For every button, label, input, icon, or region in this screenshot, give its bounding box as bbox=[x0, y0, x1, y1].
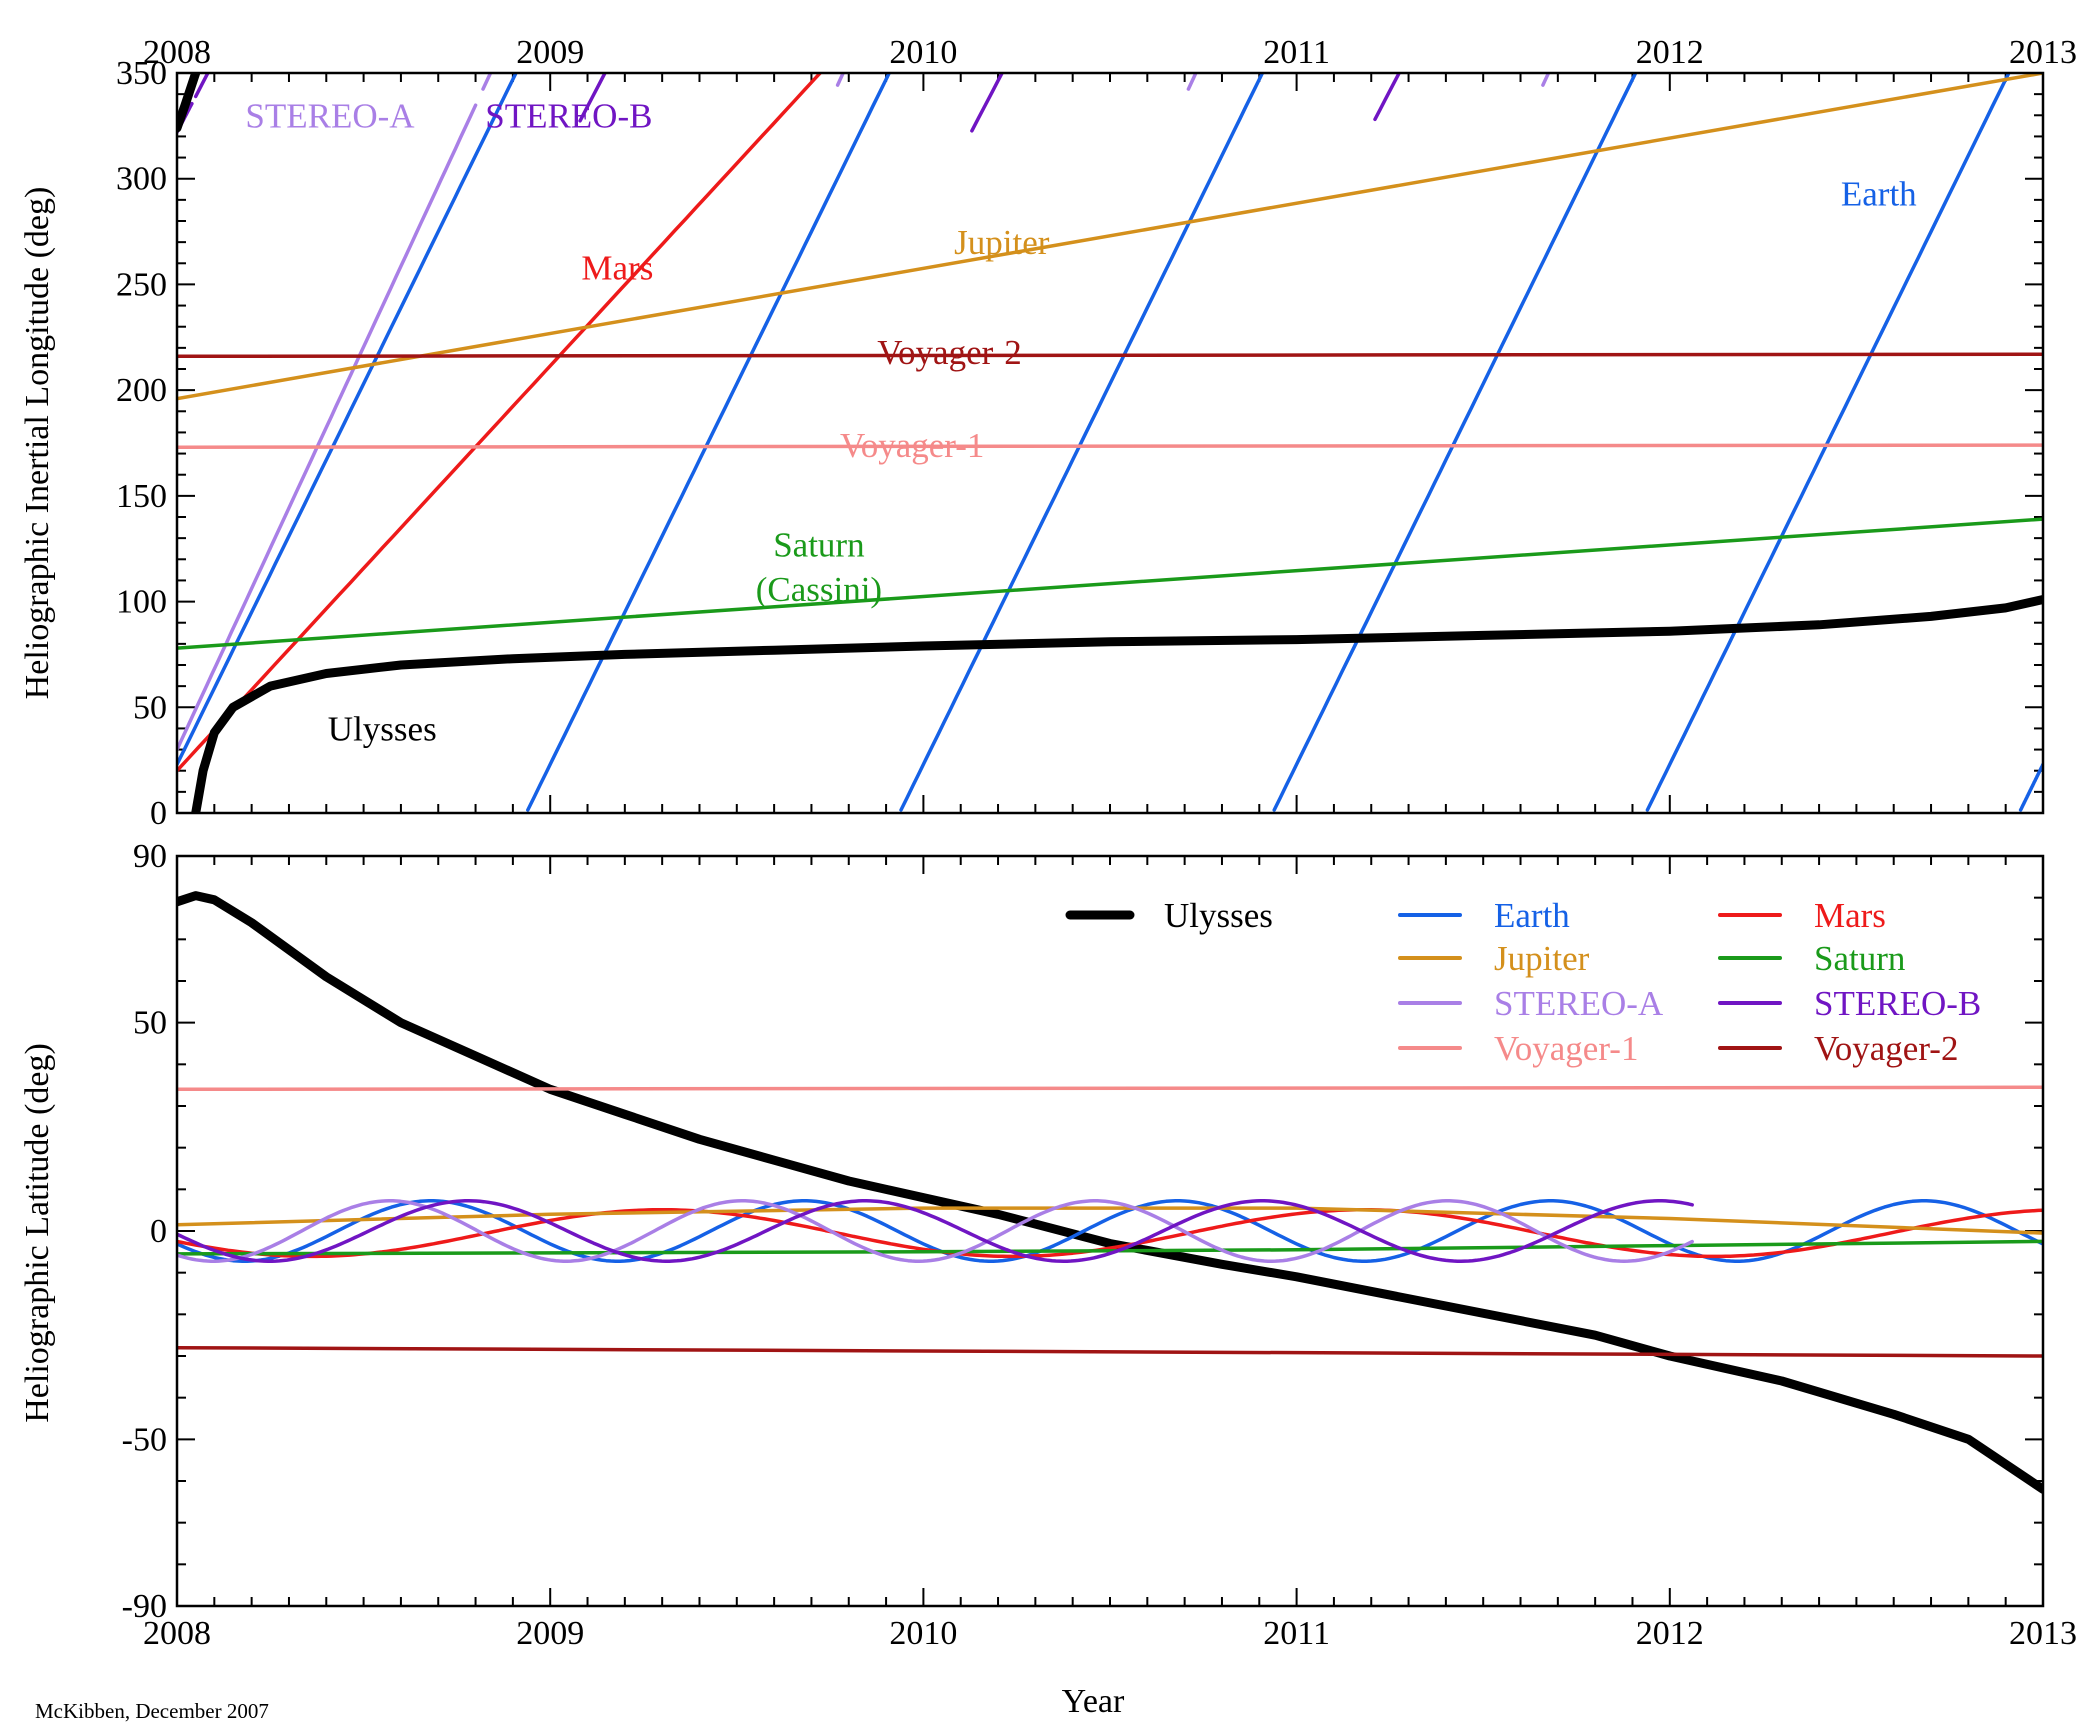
stereo_a-line bbox=[1186, 73, 1198, 91]
earth-line bbox=[1645, 73, 2011, 812]
x-axis-title: Year bbox=[1062, 1683, 1125, 1720]
y-tick-label: -50 bbox=[122, 1421, 167, 1458]
y-tick-label: 350 bbox=[116, 55, 167, 92]
legend-label: Mars bbox=[1814, 896, 1886, 935]
y-tick-label: 300 bbox=[116, 161, 167, 198]
x-tick-label: 2012 bbox=[1636, 1615, 1704, 1652]
y-tick-label: 250 bbox=[116, 266, 167, 303]
earth-line bbox=[526, 73, 892, 812]
jupiter-line bbox=[177, 73, 2043, 401]
y-tick-label: 0 bbox=[150, 1213, 167, 1250]
stereo_a-line bbox=[177, 103, 478, 752]
earth-line bbox=[177, 73, 518, 767]
series-annotation: STEREO-A bbox=[245, 96, 415, 135]
series-annotation: STEREO-B bbox=[485, 96, 652, 135]
longitude-panel: Heliographic Inertial Longitude (deg) 0 5… bbox=[19, 34, 2077, 832]
latitude-panel: Heliographic Latitude (deg) -90 -50 0 50 90 2… bbox=[19, 838, 2077, 1652]
earth-line bbox=[899, 73, 1265, 812]
saturn-line bbox=[177, 517, 2043, 650]
jupiter-line bbox=[177, 1206, 2043, 1235]
ulysses_top-line bbox=[177, 73, 201, 133]
ulysses-line bbox=[191, 595, 2043, 813]
stereo_a-line bbox=[481, 73, 493, 91]
series-annotation: Earth bbox=[1841, 175, 1917, 214]
latitude-axis-title: Heliographic Latitude (deg) bbox=[19, 1043, 56, 1423]
y-tick-label: 200 bbox=[116, 372, 167, 409]
legend-label: Earth bbox=[1494, 896, 1570, 935]
plot-frame bbox=[175, 854, 2045, 1608]
y-tick-label: 0 bbox=[150, 795, 167, 832]
earth-line bbox=[1272, 73, 1638, 812]
stereo_b-line bbox=[970, 73, 1005, 133]
earth-line bbox=[177, 1199, 2043, 1263]
stereo_b-line bbox=[1373, 73, 1402, 122]
earth-line bbox=[2018, 762, 2043, 812]
series-group bbox=[177, 73, 2043, 813]
saturn-line bbox=[177, 1239, 2043, 1256]
mars-line bbox=[177, 1208, 2043, 1259]
legend-label: STEREO-A bbox=[1494, 984, 1664, 1023]
longitude-axis-title: Heliographic Inertial Longitude (deg) bbox=[19, 187, 56, 700]
voyager2-line bbox=[177, 352, 2043, 359]
stereo_b-line bbox=[177, 1199, 1694, 1263]
x-tick-label: 2008 bbox=[143, 1615, 211, 1652]
y-tick-label: 50 bbox=[133, 1005, 167, 1042]
x-tick-label-top: 2012 bbox=[1636, 34, 1704, 71]
x-tick-label-top: 2013 bbox=[2009, 34, 2077, 71]
legend-label: Voyager-1 bbox=[1494, 1029, 1638, 1068]
series-annotation: Voyager-2 bbox=[877, 333, 1021, 372]
mars-line bbox=[177, 73, 823, 773]
x-tick-label: 2009 bbox=[516, 1615, 584, 1652]
series-annotation: Jupiter bbox=[954, 223, 1050, 262]
x-tick-label-top: 2010 bbox=[889, 34, 957, 71]
stereo_b-line bbox=[578, 73, 607, 123]
stereo_b-line bbox=[193, 73, 210, 99]
series-group bbox=[177, 891, 2043, 1494]
series-annotation: (Cassini) bbox=[756, 570, 882, 609]
series-annotation: Saturn bbox=[773, 525, 864, 564]
x-tick-label: 2011 bbox=[1263, 1615, 1330, 1652]
x-tick-label-top: 2009 bbox=[516, 34, 584, 71]
y-tick-label: -90 bbox=[122, 1588, 167, 1625]
legend-label: Voyager-2 bbox=[1814, 1029, 1958, 1068]
voyager1-line bbox=[177, 443, 2043, 449]
voyager2-line bbox=[177, 1345, 2043, 1358]
y-tick-label: 90 bbox=[133, 838, 167, 875]
series-annotation: Mars bbox=[581, 249, 653, 288]
x-tick-label-top: 2011 bbox=[1263, 34, 1330, 71]
legend: Ulysses Earth Mars Jupiter Saturn STEREO-A STE… bbox=[1065, 896, 1981, 1068]
y-tick-label: 150 bbox=[116, 478, 167, 515]
series-annotation: Voyager-1 bbox=[840, 426, 984, 465]
legend-label: Ulysses bbox=[1164, 896, 1273, 935]
series-annotation: Ulysses bbox=[328, 709, 437, 748]
legend-label: Jupiter bbox=[1494, 939, 1590, 978]
credit-note: McKibben, December 2007 bbox=[35, 1699, 269, 1723]
stereo_a-line bbox=[835, 73, 846, 87]
legend-label: Saturn bbox=[1814, 939, 1905, 978]
x-tick-label-top: 2008 bbox=[143, 34, 211, 71]
y-tick-label: 100 bbox=[116, 584, 167, 621]
x-tick-label: 2013 bbox=[2009, 1615, 2077, 1652]
plot-frame bbox=[175, 71, 2045, 815]
voyager1-line bbox=[177, 1085, 2043, 1092]
legend-label: STEREO-B bbox=[1814, 984, 1981, 1023]
stereo_a-line bbox=[1541, 73, 1551, 87]
y-tick-label: 50 bbox=[133, 689, 167, 726]
ulysses-line bbox=[177, 891, 2043, 1494]
x-tick-label: 2010 bbox=[889, 1615, 957, 1652]
